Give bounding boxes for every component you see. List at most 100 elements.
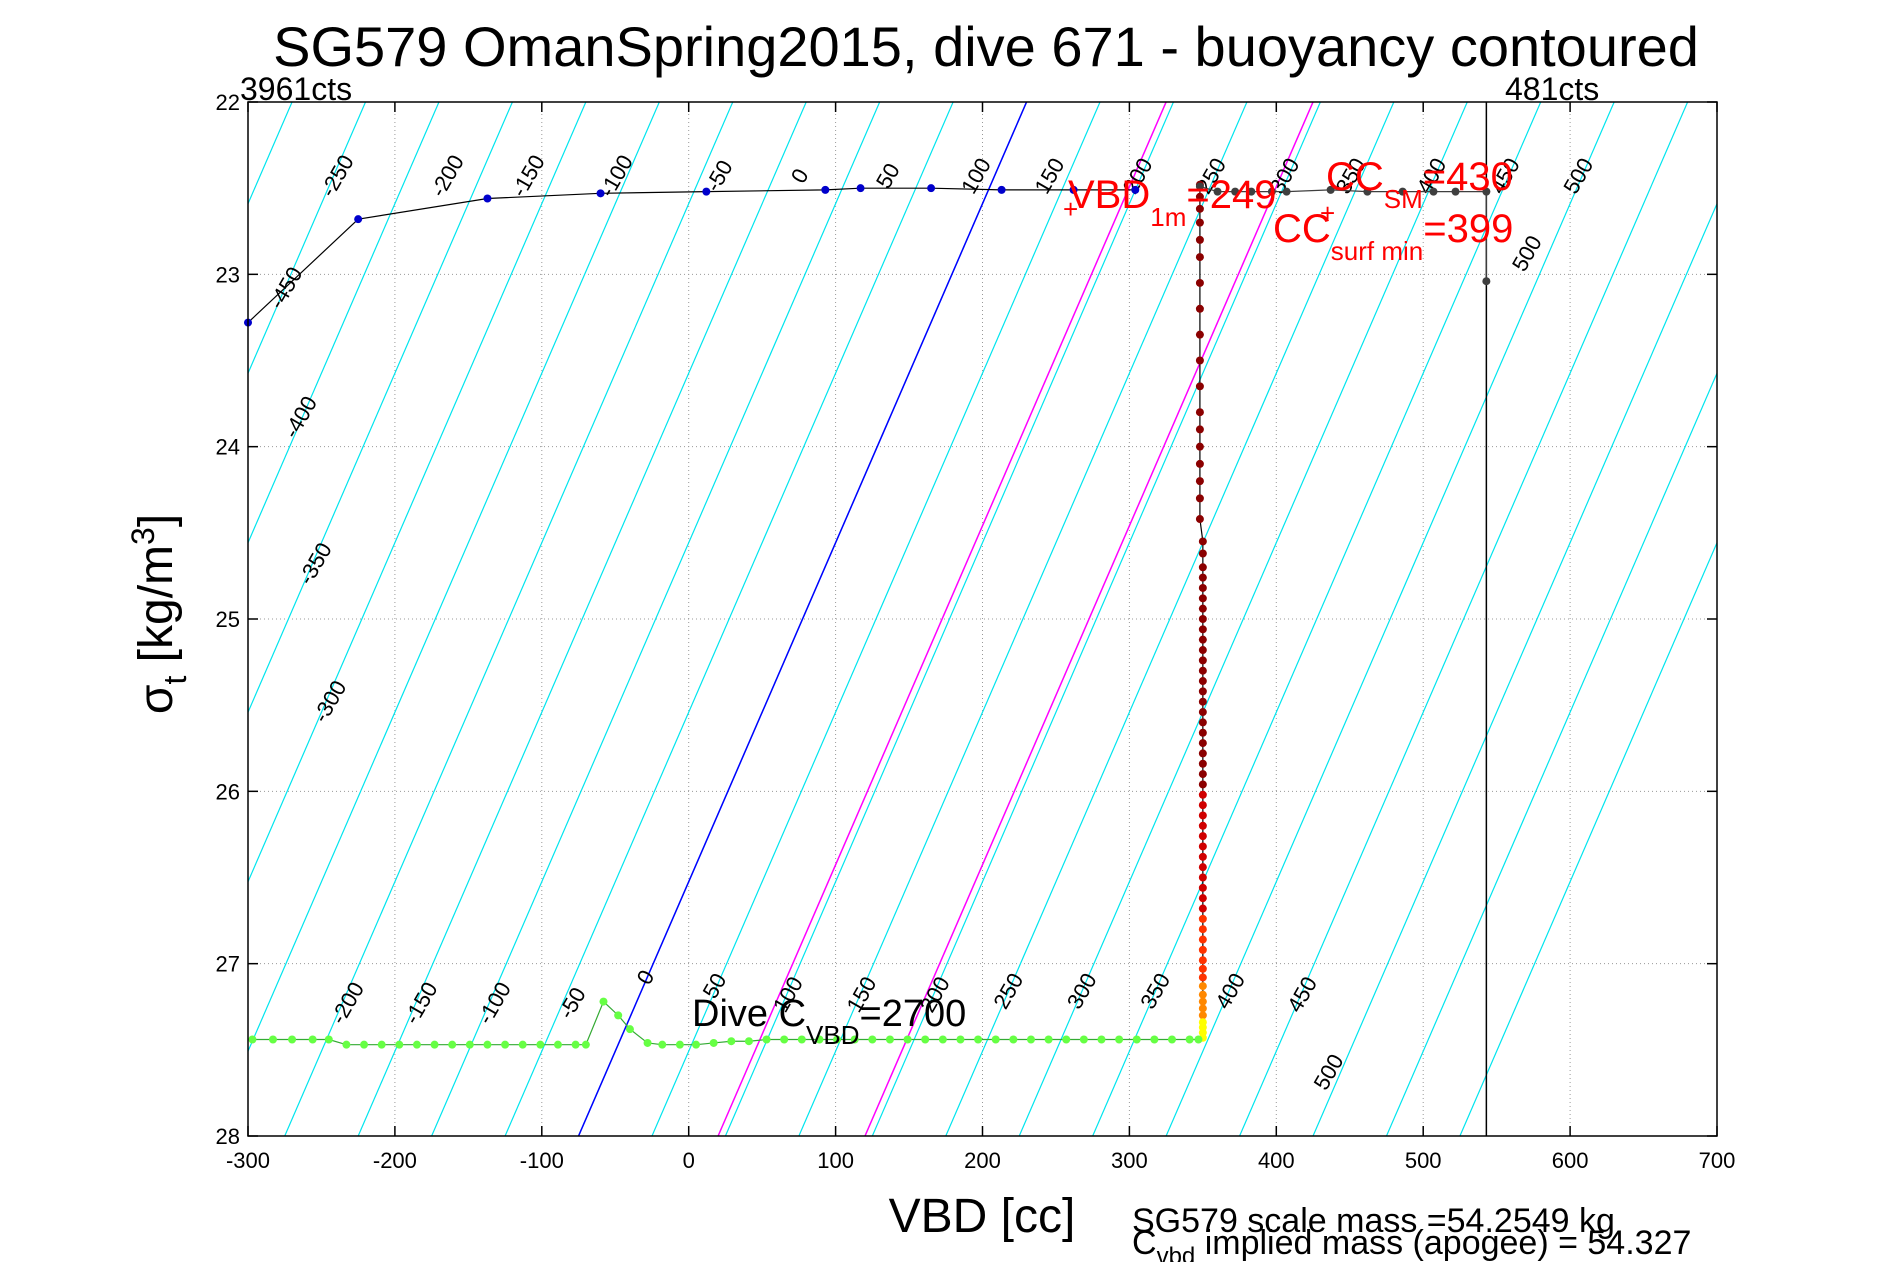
contour-label-left: -350	[293, 538, 337, 589]
contour-label-bottom: -100	[472, 978, 516, 1029]
data-point	[1198, 759, 1207, 768]
y-axis-label-sup: 3	[125, 527, 161, 545]
data-point	[430, 1040, 439, 1049]
reference-line	[864, 102, 1314, 1136]
contour-line	[945, 102, 1395, 1136]
contour-line	[1239, 102, 1689, 1136]
footer-implied-mass: Cvbd implied mass (apogee) = 54.327	[1132, 1224, 1691, 1262]
data-point	[1198, 728, 1207, 737]
data-point	[1198, 563, 1207, 572]
data-point	[536, 1040, 545, 1049]
x-tick-label: -300	[226, 1148, 270, 1173]
data-point	[483, 194, 492, 203]
contour-line	[248, 102, 440, 545]
data-point	[1198, 842, 1207, 851]
contour-line	[871, 102, 1321, 1136]
data-point	[1195, 494, 1204, 503]
svg-text:σt [kg/m3]: σt [kg/m3]	[125, 514, 193, 714]
contour-line	[431, 102, 881, 1136]
data-point	[974, 1035, 983, 1044]
annotations: + VBD1m=249 + CCSM=430 CCsurf min=399	[1063, 155, 1513, 266]
contour-label-bottom: -150	[399, 978, 443, 1029]
data-point	[354, 215, 363, 224]
y-axis-label-base: σ	[130, 685, 183, 715]
data-point	[850, 1035, 859, 1044]
x-tick-label: 700	[1699, 1148, 1736, 1173]
data-point	[643, 1038, 652, 1047]
data-point	[1198, 594, 1207, 603]
data-point	[762, 1035, 771, 1044]
data-point	[1198, 604, 1207, 613]
data-point	[1195, 182, 1204, 191]
contour-line	[504, 102, 954, 1136]
contour-line	[1092, 102, 1542, 1136]
data-point	[599, 997, 608, 1006]
data-point	[1198, 666, 1207, 675]
data-point	[1131, 185, 1140, 194]
data-point	[1195, 408, 1204, 417]
data-point	[1198, 852, 1207, 861]
data-point	[1062, 1035, 1071, 1044]
data-point	[821, 185, 830, 194]
footer-implied-rest: implied mass (apogee) = 54.327	[1195, 1224, 1691, 1262]
x-tick-label: 0	[683, 1148, 695, 1173]
data-point	[1198, 646, 1207, 655]
contour-label-bottom: -50	[553, 983, 591, 1023]
contour-line	[1165, 102, 1615, 1136]
data-point	[1079, 1035, 1088, 1044]
cc-sm-annotation: CCSM=430	[1326, 155, 1513, 214]
data-point	[308, 1035, 317, 1044]
data-point	[518, 1040, 527, 1049]
footer-scale-mass: SG579 scale mass =54.2549 kg	[1132, 1202, 1615, 1240]
data-point	[288, 1035, 297, 1044]
data-point	[1198, 687, 1207, 696]
data-point	[1198, 583, 1207, 592]
contour-line	[357, 102, 807, 1136]
data-point	[1195, 304, 1204, 313]
data-point	[1195, 442, 1204, 451]
dive-cvbd-annotation: Dive CVBD=2700	[692, 993, 966, 1050]
data-point	[780, 1035, 789, 1044]
contour-label-bottom: -200	[325, 978, 369, 1029]
contour-label-bottom: 500	[1309, 1050, 1349, 1094]
data-point	[1198, 811, 1207, 820]
contour-line	[1018, 102, 1468, 1136]
data-point	[1195, 356, 1204, 365]
data-point	[1198, 821, 1207, 830]
contour-label-bottom: 400	[1210, 969, 1250, 1013]
data-point	[360, 1040, 369, 1049]
data-series	[244, 180, 1491, 1049]
data-point	[1195, 218, 1204, 227]
data-point	[702, 187, 711, 196]
footer-vbd-sub: vbd	[1157, 1243, 1196, 1262]
grid	[248, 102, 1717, 1136]
dive-cvbd-base: Dive C	[692, 993, 806, 1035]
chart-title: SG579 OmanSpring2015, dive 671 - buoyanc…	[273, 15, 1699, 78]
data-point	[1198, 945, 1207, 954]
cc-surf-annotation: CCsurf min=399	[1273, 207, 1513, 266]
data-point	[868, 1035, 877, 1044]
data-point	[1198, 780, 1207, 789]
reference-line	[717, 102, 1167, 1136]
data-point	[1198, 573, 1207, 582]
contour-label-top: -250	[315, 150, 359, 201]
data-point	[833, 1035, 842, 1044]
data-point	[1198, 1011, 1207, 1020]
data-point	[1363, 187, 1372, 196]
data-point	[1429, 187, 1438, 196]
data-point	[1198, 832, 1207, 841]
data-point	[1168, 1035, 1177, 1044]
data-point	[1198, 625, 1207, 634]
data-point	[448, 1040, 457, 1049]
data-point	[885, 1035, 894, 1044]
data-point	[1195, 192, 1204, 201]
data-point	[692, 1040, 701, 1049]
contour-label-bottom: 300	[1062, 969, 1102, 1013]
contour-labels: -250 -200 -150 -100 -50 0 50 100 150 200 250 300 350…	[264, 150, 1599, 1094]
contour-line	[248, 102, 660, 1053]
data-point	[797, 1035, 806, 1044]
contour-label-bottom: 450	[1282, 972, 1322, 1016]
data-point	[1115, 1035, 1124, 1044]
corner-label-left: 3961cts	[240, 71, 352, 107]
data-point	[1198, 801, 1207, 810]
